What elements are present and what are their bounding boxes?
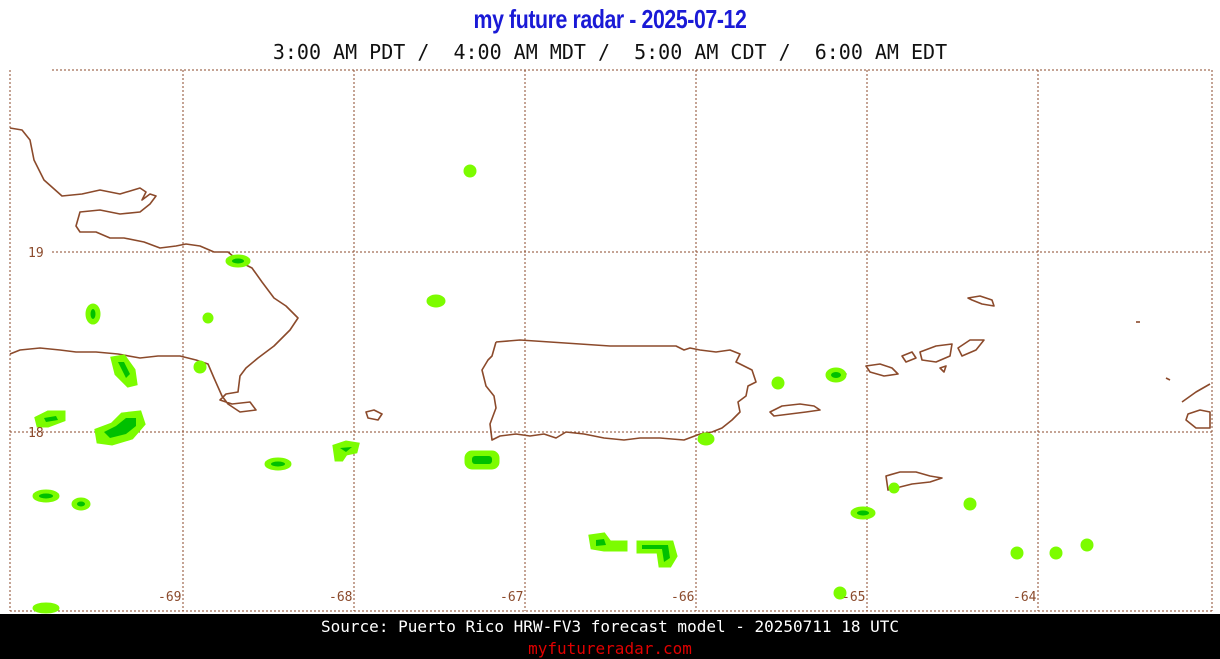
lon-label: -66	[671, 590, 694, 605]
coast-vieques	[769, 403, 821, 417]
lon-label: -68	[329, 590, 352, 605]
coastlines	[9, 127, 1211, 491]
lon-label: -65	[842, 590, 865, 605]
precip-cell	[588, 532, 628, 552]
coast-virgin-islands	[865, 363, 899, 377]
precip-cell	[32, 602, 60, 614]
coast-puerto-rico	[481, 339, 757, 441]
precip-cell	[833, 586, 847, 600]
lon-label: -64	[1013, 590, 1037, 605]
precip-cell	[771, 376, 785, 390]
footer-bar: Source: Puerto Rico HRW-FV3 forecast mod…	[0, 614, 1220, 659]
precip-cell	[202, 312, 214, 324]
lat-label: 19	[28, 246, 44, 261]
precipitation-cells	[32, 164, 1094, 614]
radar-map: 19 18 -69 -68 -67 -66 -65 -64	[9, 69, 1213, 614]
precip-cell	[963, 497, 977, 511]
precip-cell	[193, 360, 207, 374]
precip-cell	[426, 294, 446, 308]
site-link[interactable]: myfutureradar.com	[528, 639, 692, 658]
source-text: Source: Puerto Rico HRW-FV3 forecast mod…	[321, 617, 899, 636]
precip-cell	[463, 164, 477, 178]
lon-label: -67	[500, 590, 523, 605]
precip-cell	[1010, 546, 1024, 560]
precip-cell	[697, 432, 715, 446]
lon-label: -69	[158, 590, 181, 605]
precip-cell	[888, 482, 900, 494]
precip-cell	[1080, 538, 1094, 552]
time-zones-line: 3:00 AM PDT / 4:00 AM MDT / 5:00 AM CDT …	[272, 40, 948, 64]
lat-label: 18	[28, 426, 44, 441]
page-title: my future radar - 2025-07-12	[473, 4, 747, 34]
precip-cell	[1049, 546, 1063, 560]
map-grid	[9, 69, 1213, 612]
coast-hispaniola	[9, 127, 299, 413]
